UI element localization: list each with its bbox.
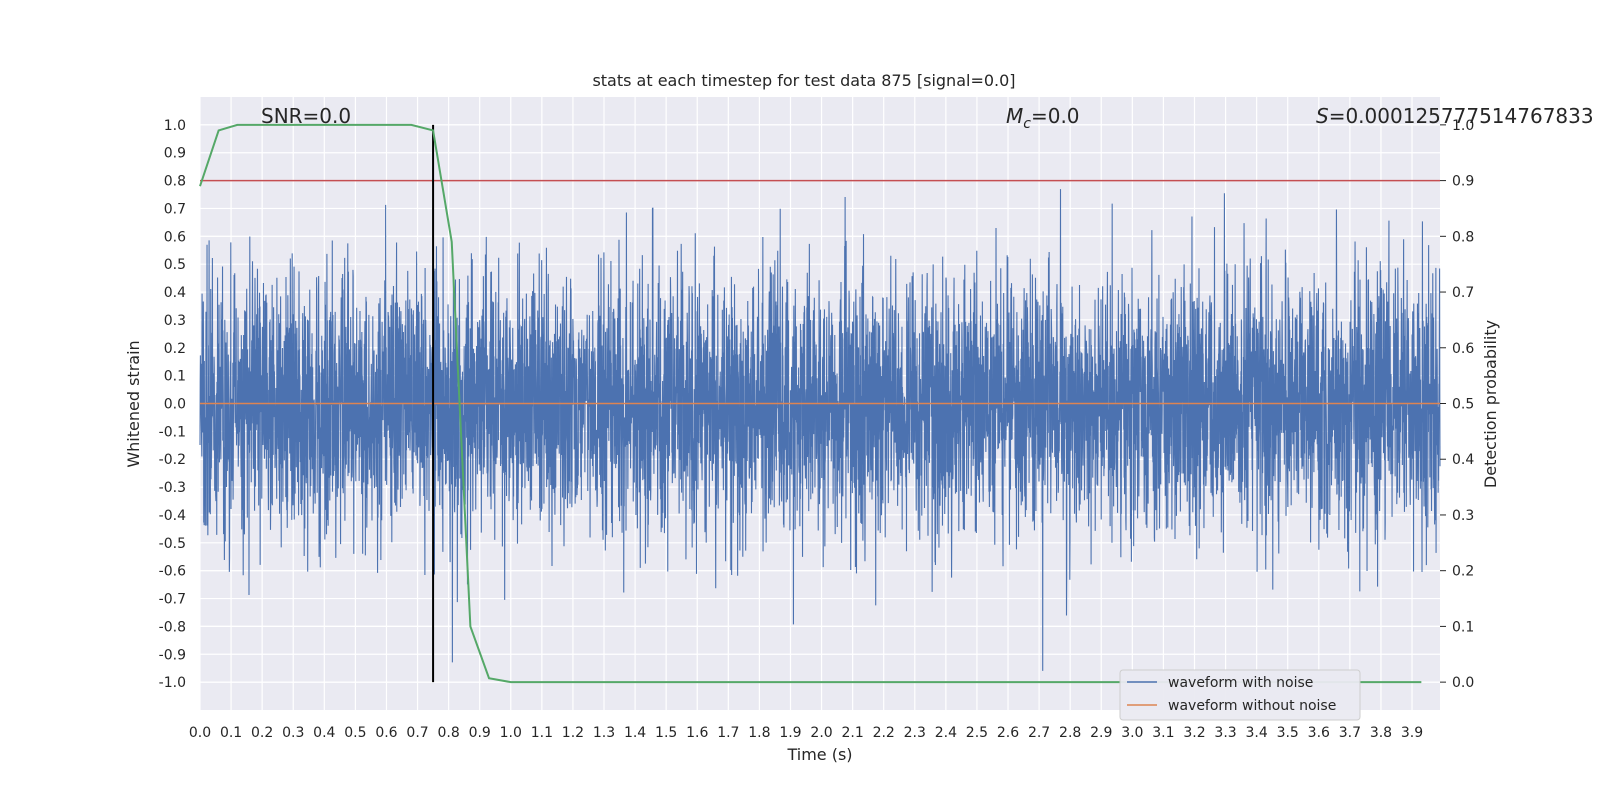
x-tick-label: 2.2 (873, 725, 895, 741)
x-tick-label: 0.9 (469, 725, 491, 741)
legend-label-with-noise: waveform with noise (1168, 675, 1313, 691)
y2-tick-label: 0.5 (1452, 397, 1474, 413)
x-axis-label: Time (s) (786, 745, 852, 764)
x-tick-label: 0.3 (282, 725, 304, 741)
y-tick-label: 0.9 (164, 146, 186, 162)
y-tick-label: 0.3 (164, 313, 186, 329)
y2-tick-label: 0.2 (1452, 564, 1474, 580)
noise-line (199, 189, 1441, 671)
y-tick-label: -0.3 (159, 480, 186, 496)
x-tick-label: 3.2 (1183, 725, 1205, 741)
y-tick-label: -0.8 (159, 619, 186, 635)
y2-tick-label: 0.1 (1452, 619, 1474, 635)
mc-subscript: c (1023, 116, 1031, 132)
x-tick-label: 0.2 (251, 725, 273, 741)
y2-axis-ticks: 1.0 0.9 0.8 0.7 0.6 0.5 0.4 0.3 0.2 0.1 0.0 (1440, 118, 1474, 691)
x-tick-label: 2.7 (1028, 725, 1050, 741)
x-tick-label: 3.3 (1214, 725, 1236, 741)
y-tick-label: 0.0 (164, 397, 186, 413)
x-tick-label: 1.0 (500, 725, 522, 741)
x-tick-label: 0.1 (220, 725, 242, 741)
x-tick-label: 1.2 (562, 725, 584, 741)
x-tick-label: 0.4 (313, 725, 335, 741)
x-tick-label: 3.4 (1246, 725, 1268, 741)
y-tick-label: 1.0 (164, 118, 186, 134)
x-tick-label: 3.1 (1152, 725, 1174, 741)
y2-tick-label: 0.6 (1452, 341, 1474, 357)
y-tick-label: -0.4 (159, 508, 186, 524)
x-tick-label: 0.0 (189, 725, 211, 741)
x-tick-label: 1.5 (655, 725, 677, 741)
y-tick-label: -0.9 (159, 647, 186, 663)
x-tick-label: 3.6 (1308, 725, 1330, 741)
s-value: =0.000125777514767833 (1329, 104, 1594, 128)
series-waveform-with-noise (199, 189, 1441, 671)
x-tick-label: 3.8 (1370, 725, 1392, 741)
y-tick-label: -0.1 (159, 424, 186, 440)
y2-tick-label: 1.0 (1452, 118, 1474, 134)
y-tick-label: -0.7 (159, 592, 186, 608)
y-axis-ticks: 1.0 0.9 0.8 0.7 0.6 0.5 0.4 0.3 0.2 0.1 0.0 -0.1 -0.… (159, 118, 186, 691)
probability-line (199, 123, 1422, 684)
x-axis-ticks: 0.0 0.1 0.2 0.3 0.4 0.5 0.6 0.7 0.8 0.9 1.0 1.1 1.2 1… (189, 725, 1423, 741)
chart-title: stats at each timestep for test data 875… (592, 71, 1015, 90)
y2-tick-label: 0.3 (1452, 508, 1474, 524)
x-tick-label: 1.7 (717, 725, 739, 741)
x-tick-label: 3.7 (1339, 725, 1361, 741)
y-tick-label: -0.5 (159, 536, 186, 552)
x-tick-label: 1.3 (593, 725, 615, 741)
legend-label-without-noise: waveform without noise (1168, 698, 1336, 714)
series-detection-probability (199, 123, 1422, 684)
x-tick-label: 2.0 (810, 725, 832, 741)
y2-tick-label: 0.8 (1452, 229, 1474, 245)
x-tick-label: 0.6 (375, 725, 397, 741)
s-annotation: S=0.000125777514767833 (1316, 104, 1594, 128)
x-tick-label: 0.5 (344, 725, 366, 741)
x-tick-label: 3.0 (1121, 725, 1143, 741)
y2-tick-label: 0.7 (1452, 285, 1474, 301)
x-tick-label: 0.7 (406, 725, 428, 741)
x-tick-label: 2.6 (997, 725, 1019, 741)
y-tick-label: 0.5 (164, 257, 186, 273)
x-tick-label: 1.1 (531, 725, 553, 741)
x-tick-label: 3.9 (1401, 725, 1423, 741)
y-tick-label: 0.4 (164, 285, 186, 301)
x-tick-label: 3.5 (1277, 725, 1299, 741)
x-tick-label: 2.9 (1090, 725, 1112, 741)
x-tick-label: 1.4 (624, 725, 646, 741)
x-tick-label: 2.1 (841, 725, 863, 741)
y-tick-label: 0.6 (164, 229, 186, 245)
mc-annotation: Mc=0.0 (1006, 104, 1080, 132)
y-axis-label: Whitened strain (124, 340, 143, 467)
x-tick-label: 2.5 (966, 725, 988, 741)
y2-tick-label: 0.4 (1452, 452, 1474, 468)
x-tick-label: 1.8 (748, 725, 770, 741)
y-tick-label: 0.8 (164, 174, 186, 190)
mc-value: =0.0 (1031, 104, 1080, 128)
y-tick-label: 0.2 (164, 341, 186, 357)
mc-symbol: M (1006, 104, 1023, 128)
y2-tick-label: 0.0 (1452, 675, 1474, 691)
snr-annotation: SNR=0.0 (261, 104, 351, 128)
x-tick-label: 1.9 (779, 725, 801, 741)
legend-box (1119, 669, 1361, 721)
x-tick-label: 2.8 (1059, 725, 1081, 741)
y-tick-label: 0.1 (164, 369, 186, 385)
x-tick-label: 2.3 (904, 725, 926, 741)
y-tick-label: 0.7 (164, 201, 186, 217)
x-tick-label: 0.8 (437, 725, 459, 741)
legend: waveform with noise waveform without noi… (1119, 669, 1361, 721)
x-tick-label: 1.6 (686, 725, 708, 741)
s-symbol: S (1316, 104, 1329, 128)
y-tick-label: -0.2 (159, 452, 186, 468)
y-tick-label: -1.0 (159, 675, 186, 691)
x-tick-label: 2.4 (935, 725, 957, 741)
y-tick-label: -0.6 (159, 564, 186, 580)
y2-tick-label: 0.9 (1452, 174, 1474, 190)
y2-axis-label: Detection probability (1481, 320, 1500, 488)
